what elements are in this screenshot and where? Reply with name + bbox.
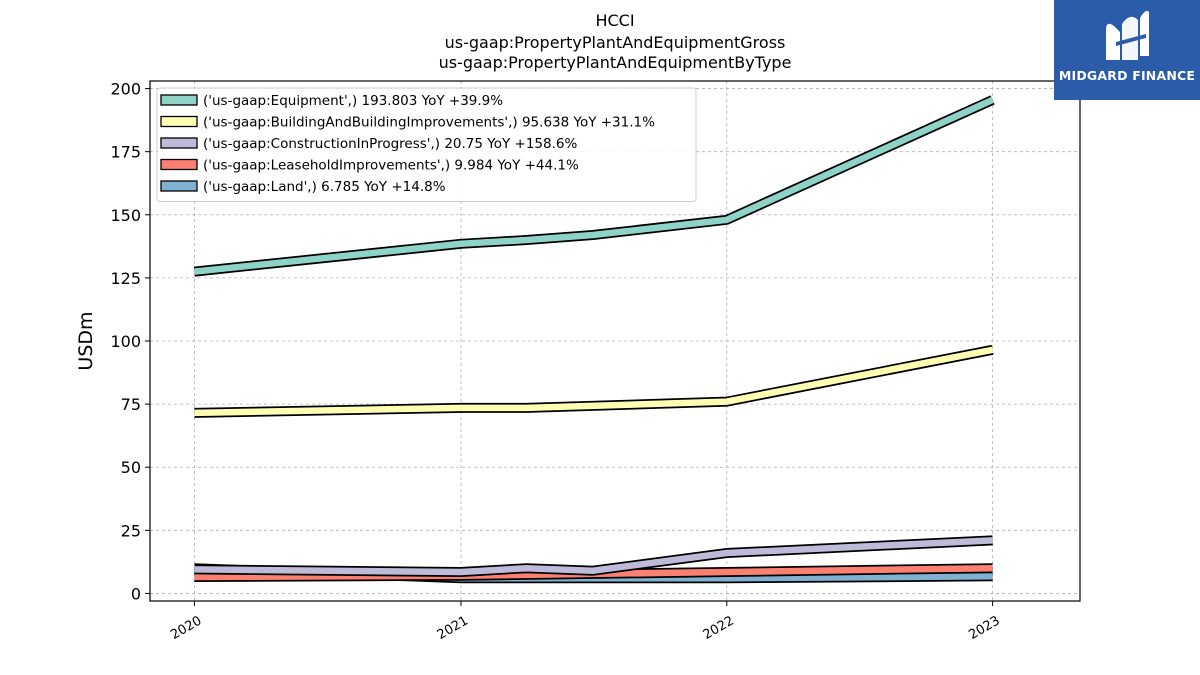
- series-lines: [193, 95, 995, 584]
- legend-swatch: [160, 158, 198, 171]
- logo-text: MIDGARD FINANCE: [1058, 68, 1196, 83]
- y-tick-label: 150: [110, 206, 141, 225]
- legend-swatch: [160, 137, 198, 149]
- series-line: [194, 96, 994, 275]
- legend-entry: ('us-gaap:LeaseholdImprovements',) 9.984…: [203, 158, 579, 174]
- midgard-logo-mark-icon: [1106, 10, 1149, 60]
- y-tick-label: 125: [110, 269, 141, 288]
- y-tick-label: 100: [110, 332, 141, 351]
- midgard-finance-logo: MIDGARD FINANCE: [1054, 0, 1200, 100]
- legend-entry: ('us-gaap:ConstructionInProgress',) 20.7…: [203, 136, 577, 152]
- y-tick-label: 50: [121, 458, 141, 477]
- x-tick-label: 2023: [966, 613, 1002, 643]
- series-line: [194, 537, 993, 576]
- chart-title-line-1: HCCI: [595, 11, 635, 30]
- x-tick-label: 2021: [435, 613, 471, 643]
- y-tick-label: 75: [121, 395, 141, 414]
- axes: 0 25 50 75 100 125 150 175 200 2020 2021 2022 2023: [110, 80, 1002, 643]
- y-tick-label: 200: [110, 80, 141, 99]
- legend-entry: ('us-gaap:BuildingAndBuildingImprovement…: [203, 115, 655, 131]
- legend-swatch: [160, 94, 198, 106]
- x-tick-label: 2022: [701, 613, 737, 643]
- x-tick-label: 2020: [168, 613, 204, 643]
- y-tick-label: 0: [131, 584, 141, 603]
- legend-box: [156, 87, 697, 202]
- legend: ('us-gaap:Equipment',) 193.803 YoY +39.9…: [156, 87, 697, 202]
- legend-swatch: [160, 115, 198, 128]
- chart-title-line-3: us-gaap:PropertyPlantAndEquipmentByType: [438, 53, 792, 72]
- y-axis-label: USDm: [75, 311, 97, 370]
- y-tick-label: 175: [110, 143, 141, 162]
- chart-title-line-2: us-gaap:PropertyPlantAndEquipmentGross: [444, 33, 786, 52]
- legend-entry: ('us-gaap:Land',) 6.785 YoY +14.8%: [203, 179, 446, 195]
- y-tick-label: 25: [121, 521, 141, 540]
- legend-entry: ('us-gaap:Equipment',) 193.803 YoY +39.9…: [203, 93, 503, 109]
- series-line: [194, 346, 994, 417]
- legend-swatch: [160, 180, 198, 192]
